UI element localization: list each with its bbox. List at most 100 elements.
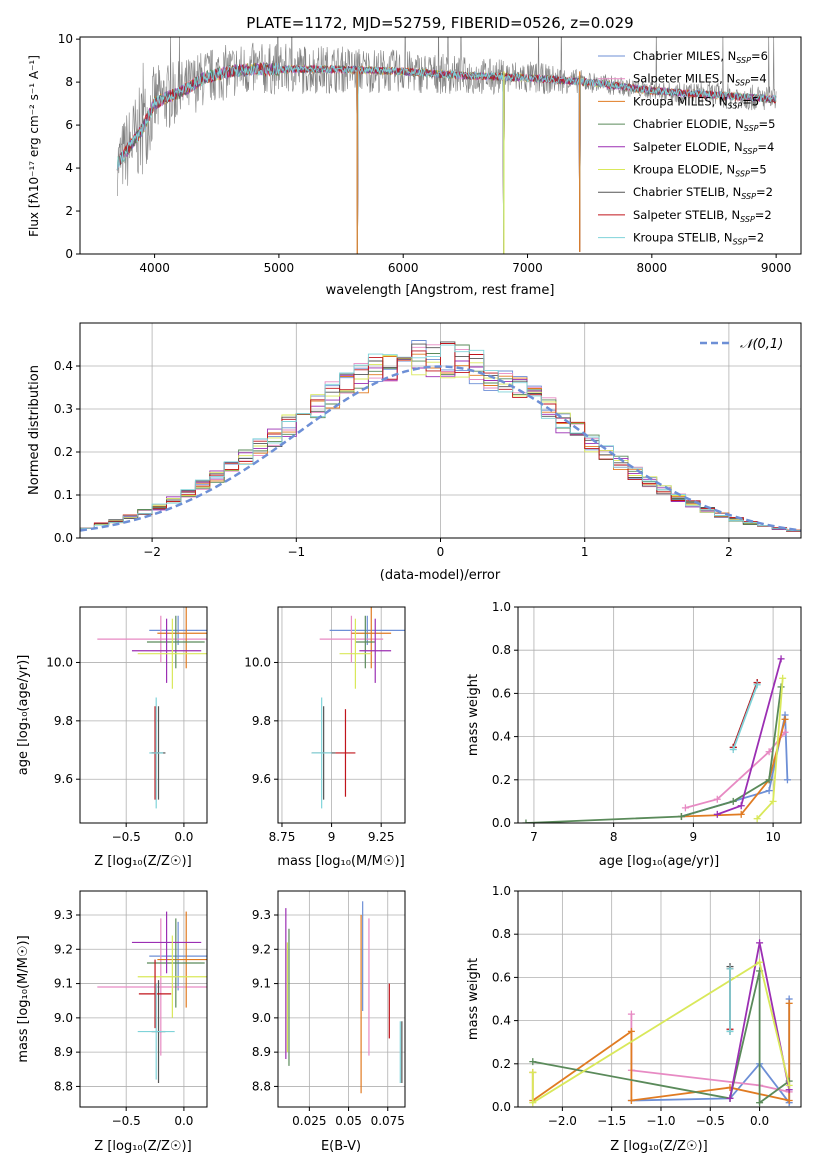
plot-area (97, 607, 207, 809)
age-vs-mass-panel: 8.75 9 9.25 9.6 9.8 10.0 mass [log₁₀(M/M☉)] (244, 606, 406, 869)
y-tick-label: 9.1 (252, 977, 271, 991)
y-tick-label: 9.0 (252, 1011, 271, 1025)
histogram-step-line (80, 343, 801, 532)
y-tick-label: 0.0 (54, 531, 73, 545)
x-tick-label: −0.5 (112, 830, 141, 844)
y-tick-label: 8 (65, 75, 73, 89)
y-tick-label: 0.2 (492, 773, 511, 787)
residual-histogram-panel: −2 −1 0 1 2 0.0 0.1 0.2 0.3 0.4 (data-model)/erro… (27, 322, 802, 583)
legend-rest: =4 (757, 140, 774, 154)
mass-weight-line (732, 684, 759, 750)
y-tick-label: 0.1 (54, 488, 73, 502)
y-tick-label: 6 (65, 118, 73, 132)
y-tick-label: 9.1 (54, 977, 73, 991)
x-tick-label: 0.0 (750, 1114, 769, 1128)
legend-label: Chabrier MILES, NSSP=6 (633, 49, 768, 65)
plot-area (529, 939, 793, 1107)
x-tick-label: 5000 (264, 261, 295, 275)
plot-area (285, 901, 403, 1094)
y-tick-label: 9.0 (54, 1011, 73, 1025)
x-tick-label: 1 (581, 545, 589, 559)
agem-xlabel: mass [log₁₀(M/M☉)] (277, 854, 404, 869)
y-tick-label: 9.2 (252, 942, 271, 956)
legend-label: Chabrier STELIB, NSSP=2 (633, 185, 773, 201)
y-tick-label: 1.0 (492, 884, 511, 898)
x-tick-label: 9 (690, 830, 698, 844)
x-tick-label: −0.5 (696, 1114, 725, 1128)
legend-sub: SSP (744, 124, 759, 133)
legend-sub: SSP (736, 56, 751, 65)
x-tick-label: 0.0 (174, 1114, 193, 1128)
y-tick-label: 9.2 (54, 942, 73, 956)
x-tick-label: −0.5 (112, 1114, 141, 1128)
legend-sub: SSP (740, 215, 755, 224)
figure-title: PLATE=1172, MJD=52759, FIBERID=0526, z=0… (246, 14, 633, 32)
x-tick-label: 0.075 (371, 1114, 405, 1128)
x-tick-label: −1 (287, 545, 305, 559)
legend-label: Chabrier ELODIE, NSSP=5 (633, 117, 775, 133)
mass-weight-vs-z-panel: −2.0 −1.5 −1.0 −0.5 0.0 0.0 0.2 0.4 0.6 0.8 1.0 Z … (466, 884, 802, 1154)
legend-rest: =6 (751, 49, 768, 63)
y-tick-label: 9.3 (252, 908, 271, 922)
observed-spectrum-line (117, 37, 777, 197)
legend-label: Kroupa ELODIE, NSSP=5 (633, 163, 767, 179)
spectrum-ylabel: Flux [fλ10⁻¹⁷ erg cm⁻² s⁻¹ A⁻¹] (27, 55, 41, 237)
spectrum-legend: Chabrier MILES, NSSP=6 Salpeter MILES, NS… (598, 49, 775, 247)
x-tick-label: 0.0 (174, 830, 193, 844)
mass-weight-vs-age-panel: 7 8 9 10 0.0 0.2 0.4 0.6 0.8 1.0 age [log₁₀(age/y… (466, 600, 802, 869)
mwage-ylabel: mass weight (466, 674, 481, 756)
spectrum-panel: 4000 5000 6000 7000 8000 9000 0 2 4 6 8 10 waveleng… (27, 32, 802, 298)
y-tick-label: 0.4 (492, 1014, 511, 1028)
x-tick-label: −2.0 (548, 1114, 577, 1128)
y-tick-label: 2 (65, 204, 73, 218)
plot-area (97, 911, 207, 1083)
gaussian-curve (80, 365, 801, 532)
x-tick-label: 9 (328, 830, 336, 844)
y-tick-label: 9.8 (54, 714, 73, 728)
y-tick-label: 0.6 (492, 686, 511, 700)
legend-sub: SSP (735, 79, 750, 88)
x-tick-label: 0 (437, 545, 445, 559)
x-tick-label: −1.5 (597, 1114, 626, 1128)
agez-xlabel: Z [log₁₀(Z/Z☉)] (94, 854, 191, 869)
plot-area (311, 607, 405, 809)
plot-area (116, 37, 777, 254)
mwz-ylabel: mass weight (466, 958, 481, 1040)
legend-rest: =2 (756, 185, 773, 199)
legend-label: Salpeter MILES, NSSP=4 (633, 72, 767, 88)
y-tick-label: 8.8 (252, 1079, 271, 1093)
legend-rest: =5 (742, 94, 759, 108)
x-tick-label: 9.25 (368, 830, 395, 844)
y-tick-label: 4 (65, 161, 73, 175)
mass-weight-line (531, 960, 791, 1105)
massz-xlabel: Z [log₁₀(Z/Z☉)] (94, 1139, 191, 1154)
x-tick-label: 8.75 (269, 830, 296, 844)
legend-label: Kroupa STELIB, NSSP=2 (633, 231, 764, 247)
x-tick-label: −1.0 (646, 1114, 675, 1128)
mass-vs-ebv-panel: 0.025 0.05 0.075 8.8 8.9 9.0 9.1 9.2 9.3 E(B-V) (252, 890, 406, 1154)
x-tick-label: 7 (530, 830, 538, 844)
massz-ylabel: mass [log₁₀(M/M☉)] (16, 935, 31, 1062)
y-tick-label: 0.8 (492, 927, 511, 941)
x-tick-label: 6000 (388, 261, 419, 275)
age-vs-z-panel: −0.5 0.0 9.6 9.8 10.0 Z [log₁₀(Z/Z☉)] age [l… (16, 606, 208, 869)
hist-legend: 𝒩(0,1) (700, 337, 783, 352)
legend-sub: SSP (741, 192, 756, 201)
legend-label: Salpeter ELODIE, NSSP=4 (633, 140, 774, 156)
hist-ylabel: Normed distribution (27, 365, 42, 495)
plot-area (80, 340, 801, 532)
legend-rest: =4 (750, 72, 767, 86)
y-tick-label: 9.3 (54, 908, 73, 922)
y-tick-label: 8.9 (252, 1045, 271, 1059)
y-tick-label: 10 (58, 32, 73, 46)
y-tick-label: 8.9 (54, 1045, 73, 1059)
spectrum-xlabel: wavelength [Angstrom, rest frame] (326, 283, 555, 298)
y-tick-label: 8.8 (54, 1079, 73, 1093)
y-tick-label: 0.3 (54, 402, 73, 416)
y-tick-label: 9.6 (252, 772, 271, 786)
x-tick-label: 8 (610, 830, 618, 844)
mwage-xlabel: age [log₁₀(age/yr)] (599, 854, 720, 869)
agez-ylabel: age [log₁₀(age/yr)] (16, 655, 31, 776)
legend-label: Salpeter STELIB, NSSP=2 (633, 208, 772, 224)
plot-area (522, 655, 791, 823)
